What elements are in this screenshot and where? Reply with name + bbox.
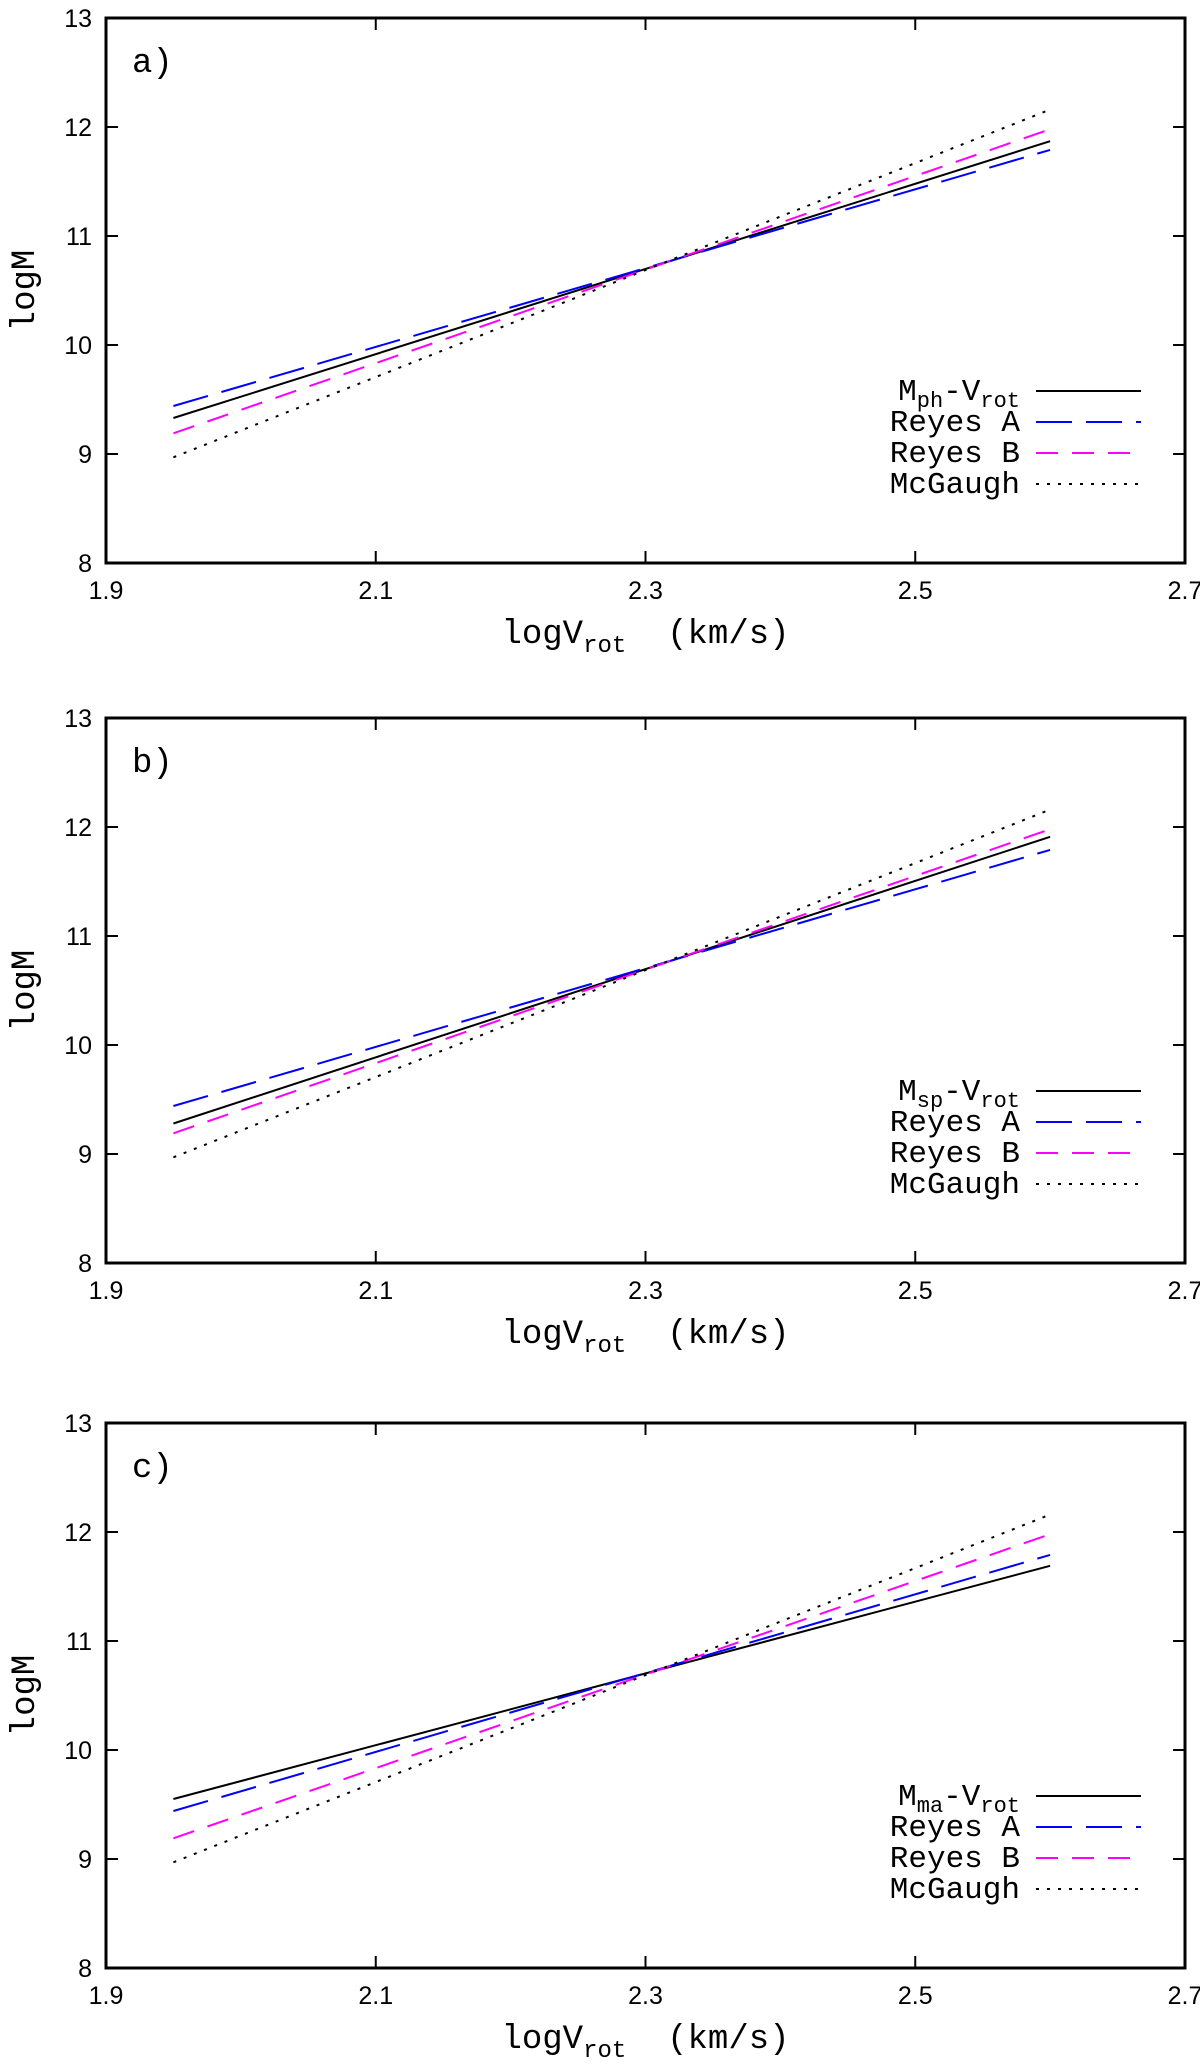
x-tick-label: 2.3 <box>628 1277 663 1305</box>
x-axis-label: logVrot (km/s) <box>501 1316 789 1360</box>
legend-label: Reyes A <box>890 406 1021 441</box>
legend-label: McGaugh <box>890 1168 1020 1203</box>
x-axis-label-unit: (km/s) <box>626 2021 789 2059</box>
panel-label: c) <box>132 1450 173 1488</box>
legend-label: Reyes B <box>890 437 1020 472</box>
x-axis-label-main: logV <box>501 1316 583 1354</box>
y-axis-label: logM <box>7 250 45 332</box>
legend-label-sub: rot <box>980 1794 1020 1819</box>
y-tick-label: 8 <box>78 1250 92 1278</box>
x-tick-label: 2.5 <box>898 1277 933 1305</box>
y-tick-label: 12 <box>64 814 92 842</box>
series-line-reyes-a <box>173 148 1051 407</box>
x-axis-label-sub: rot <box>583 633 626 660</box>
y-tick-label: 13 <box>64 1410 92 1438</box>
y-tick-label: 10 <box>64 332 92 360</box>
legend-label: McGaugh <box>890 1873 1020 1908</box>
y-tick-label: 9 <box>78 1846 92 1874</box>
legend-label: Reyes A <box>890 1106 1021 1141</box>
y-tick-label: 11 <box>66 923 92 951</box>
x-axis-label-sub: rot <box>583 1333 626 1360</box>
y-tick-label: 9 <box>78 1141 92 1169</box>
legend-label-v: -V <box>943 375 981 410</box>
y-tick-label: 13 <box>64 705 92 733</box>
x-axis-label: logVrot (km/s) <box>501 616 789 660</box>
legend-label-sub: rot <box>980 389 1020 414</box>
x-axis-label-main: logV <box>501 616 583 654</box>
x-tick-label: 2.5 <box>898 1982 933 2010</box>
legend-label-sub: ph <box>917 389 943 414</box>
x-axis-label-main: logV <box>501 2021 583 2059</box>
x-tick-label: 2.1 <box>358 1277 393 1305</box>
y-tick-label: 13 <box>64 5 92 33</box>
legend-label: Reyes B <box>890 1842 1020 1877</box>
y-tick-label: 8 <box>78 1955 92 1983</box>
y-tick-label: 11 <box>66 223 92 251</box>
series-line-reyes-a <box>173 848 1051 1107</box>
x-tick-label: 2.3 <box>628 1982 663 2010</box>
series-line-msp-vrot <box>173 835 1051 1125</box>
x-axis-label: logVrot (km/s) <box>501 2021 789 2065</box>
y-tick-label: 11 <box>66 1628 92 1656</box>
x-axis-label-unit: (km/s) <box>626 1316 789 1354</box>
y-tick-label: 9 <box>78 441 92 469</box>
legend-label-m: M <box>898 1780 917 1815</box>
panel-label: b) <box>132 745 173 783</box>
x-tick-label: 2.3 <box>628 577 663 605</box>
x-tick-label: 2.7 <box>1168 577 1200 605</box>
y-axis-label: logM <box>7 950 45 1032</box>
chart-panel-a: 1.9 2.1 2.3 2.5 2.78910111213a)Mph-VrotReyes… <box>7 5 1200 660</box>
legend-label-v: -V <box>943 1780 981 1815</box>
legend-label: Reyes A <box>890 1811 1021 1846</box>
legend-label-v: -V <box>943 1075 981 1110</box>
y-tick-label: 12 <box>64 114 92 142</box>
plot-frame <box>104 1421 1187 1970</box>
series-line-reyes-b <box>173 1533 1051 1840</box>
legend-label-sub: rot <box>980 1089 1020 1114</box>
legend-label-sub: sp <box>917 1089 943 1114</box>
chart-panel-c: 1.9 2.1 2.3 2.5 2.78910111213c)Mma-VrotReyes… <box>7 1410 1200 2065</box>
legend-label: Reyes B <box>890 1137 1020 1172</box>
y-tick-label: 12 <box>64 1519 92 1547</box>
legend-label: Mma-Vrot <box>898 1780 1020 1819</box>
x-axis-label-unit: (km/s) <box>626 616 789 654</box>
x-axis-label-sub: rot <box>583 2038 626 2065</box>
legend-label: Mph-Vrot <box>898 375 1020 414</box>
y-tick-label: 8 <box>78 550 92 578</box>
y-axis-label: logM <box>7 1655 45 1737</box>
plot-frame <box>104 716 1187 1265</box>
panel-label: a) <box>132 45 173 83</box>
x-tick-label: 2.5 <box>898 577 933 605</box>
legend-label-m: M <box>898 1075 917 1110</box>
y-tick-label: 10 <box>64 1737 92 1765</box>
x-tick-label: 2.1 <box>358 577 393 605</box>
series-line-reyes-b <box>173 828 1051 1135</box>
x-tick-label: 1.9 <box>89 1277 124 1305</box>
legend-label: McGaugh <box>890 468 1020 503</box>
y-tick-label: 10 <box>64 1032 92 1060</box>
series-line-reyes-a <box>173 1553 1051 1812</box>
series-line-reyes-b <box>173 128 1051 435</box>
legend-label-m: M <box>898 375 917 410</box>
legend-label-sub: ma <box>917 1794 943 1819</box>
series-line-mph-vrot <box>173 140 1051 419</box>
x-tick-label: 2.7 <box>1168 1982 1200 2010</box>
x-tick-label: 2.7 <box>1168 1277 1200 1305</box>
legend-label: Msp-Vrot <box>898 1075 1020 1114</box>
chart-panel-b: 1.9 2.1 2.3 2.5 2.78910111213b)Msp-VrotReyes… <box>7 705 1200 1360</box>
x-tick-label: 2.1 <box>358 1982 393 2010</box>
plot-frame <box>104 16 1187 565</box>
x-tick-label: 1.9 <box>89 1982 124 2010</box>
x-tick-label: 1.9 <box>89 577 124 605</box>
